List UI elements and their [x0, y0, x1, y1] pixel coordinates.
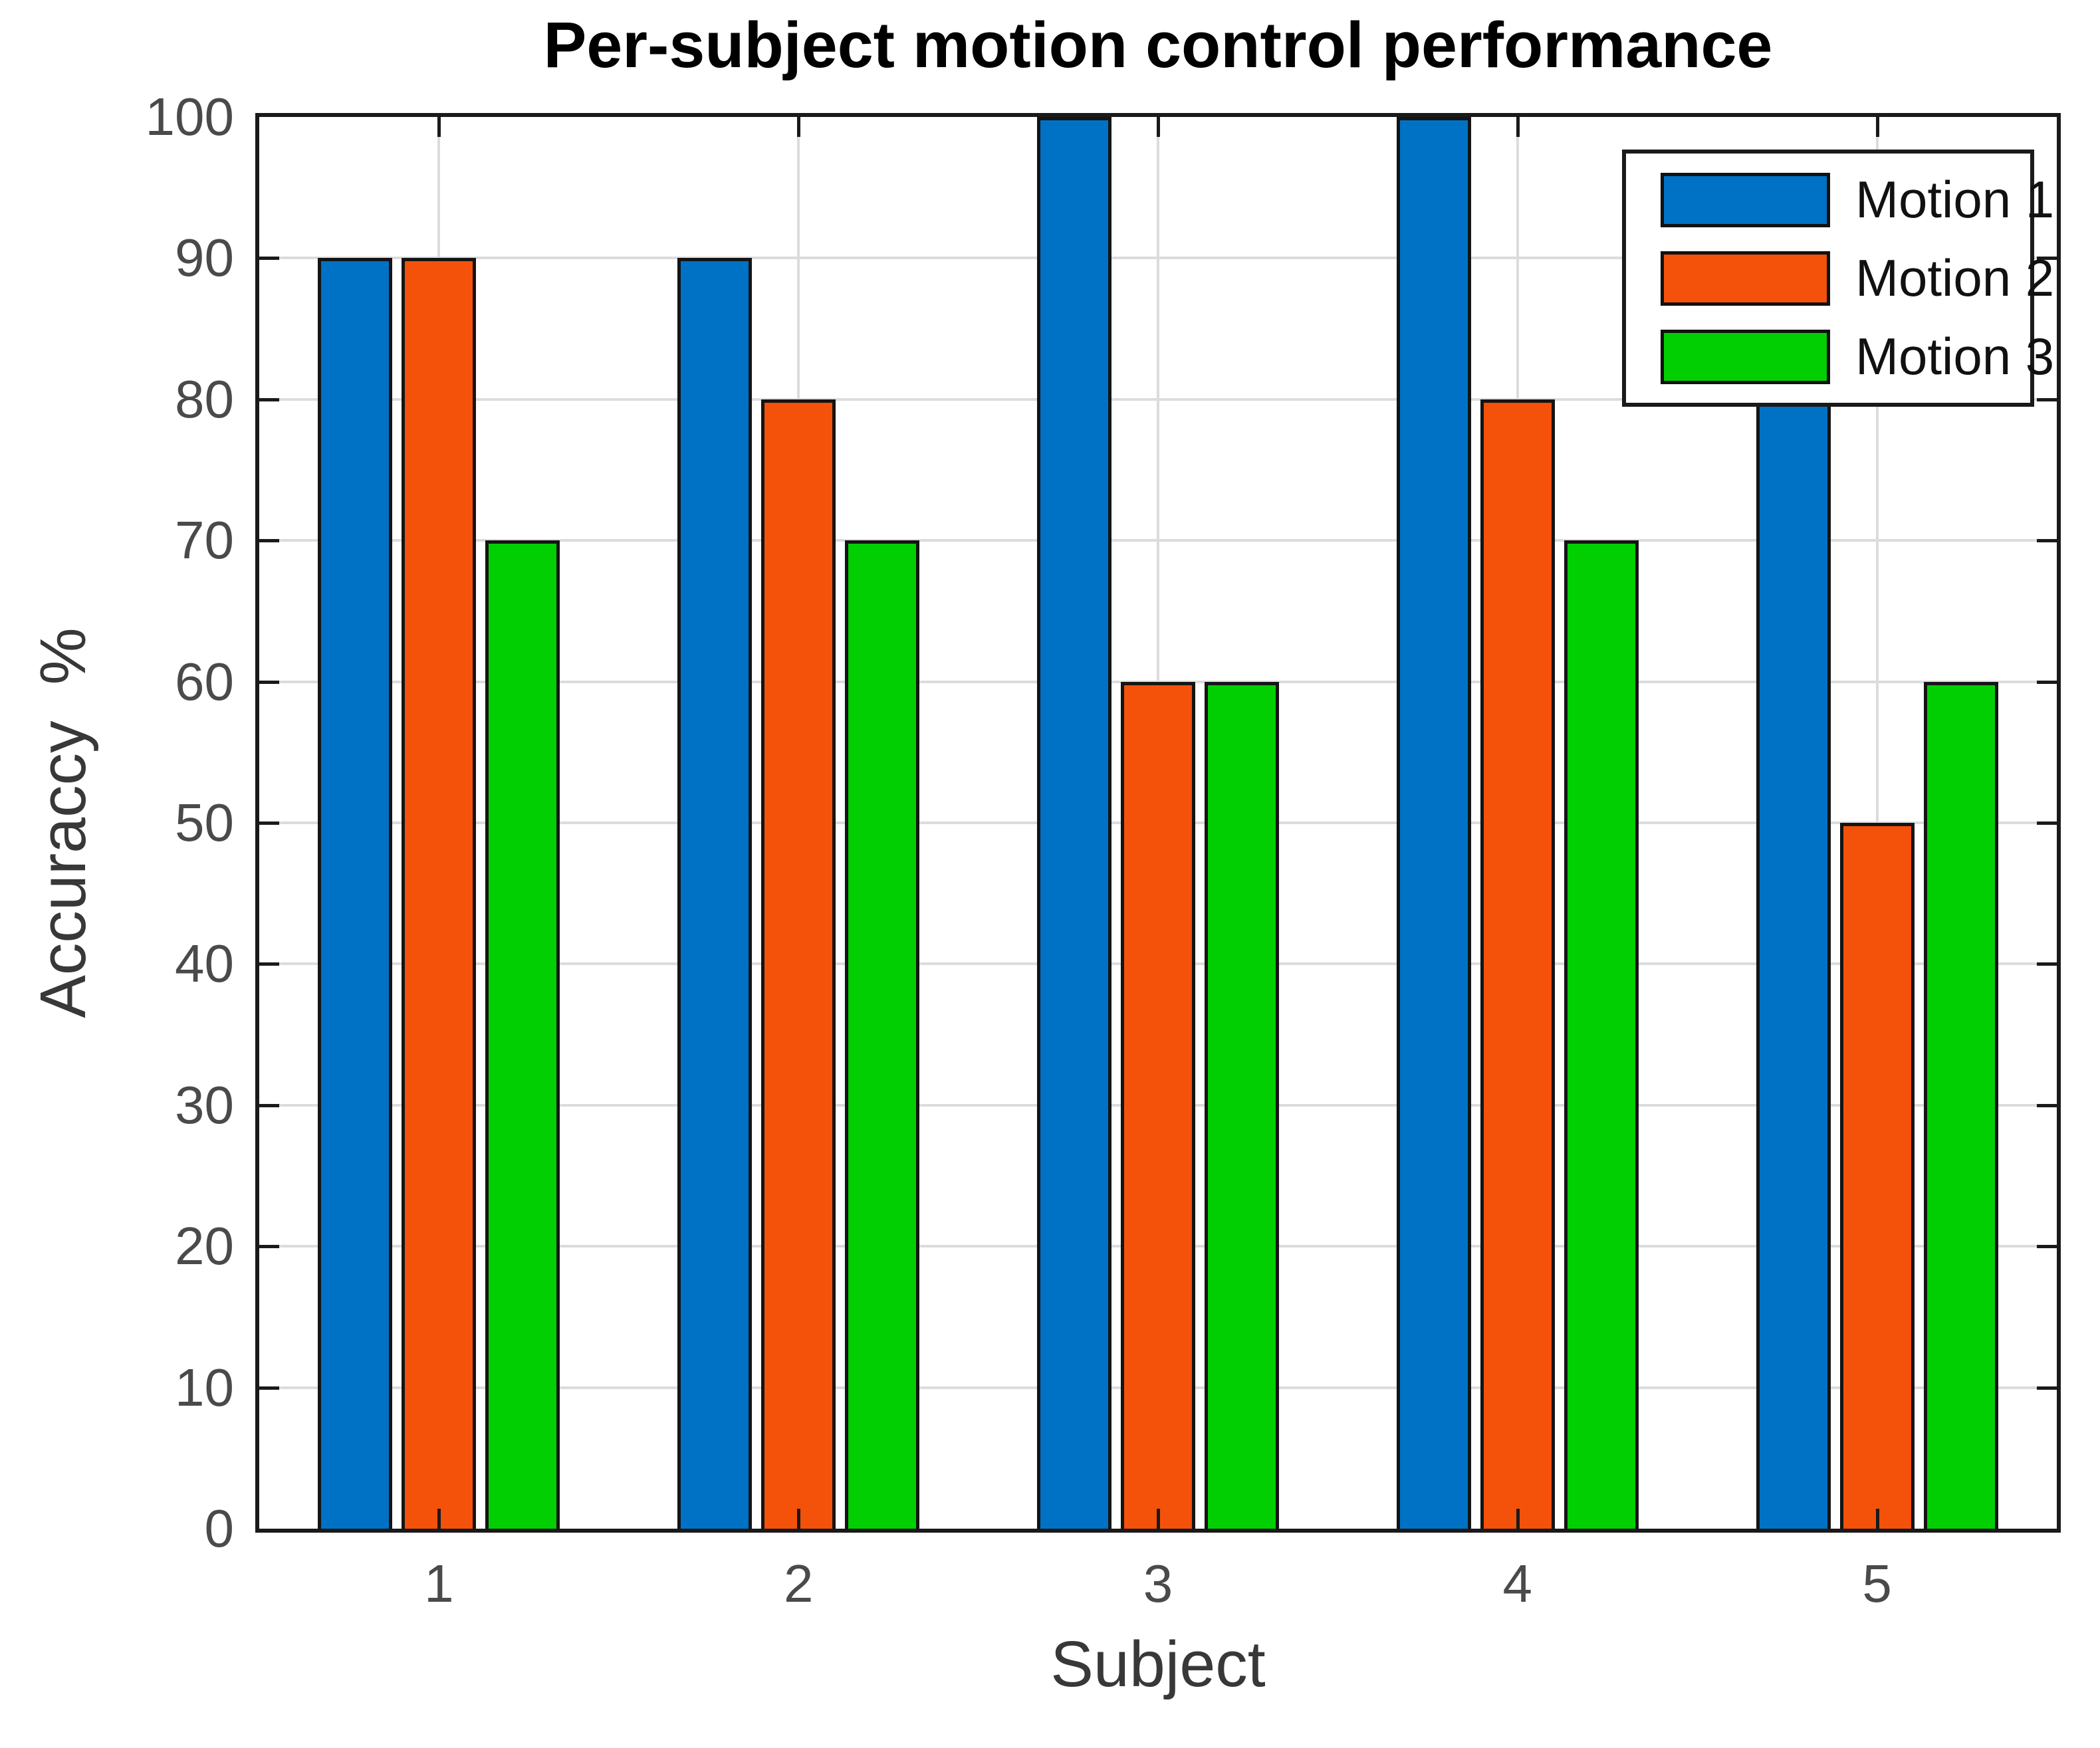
y-tick-label: 10	[175, 1357, 234, 1417]
x-tick-label: 2	[783, 1554, 814, 1613]
y-tick-label: 60	[175, 651, 234, 711]
tick-mark	[259, 397, 279, 401]
bar-motion-1-subject-1	[318, 258, 393, 1529]
bar-motion-1-subject-4	[1396, 117, 1471, 1529]
legend-item-motion-3: Motion 3	[1661, 326, 2054, 387]
tick-mark	[1157, 117, 1160, 137]
bar-motion-1-subject-5	[1756, 399, 1831, 1529]
y-tick-label: 80	[175, 369, 234, 429]
legend: Motion 1 Motion 2 Motion 3	[1622, 150, 2054, 407]
tick-mark	[1875, 117, 1879, 137]
legend-swatch	[1661, 329, 1830, 384]
y-tick-label: 90	[175, 228, 234, 288]
tick-mark	[2037, 1386, 2057, 1390]
tick-mark	[1516, 1509, 1520, 1529]
y-tick-label: 0	[204, 1499, 235, 1558]
tick-mark	[259, 821, 279, 825]
bar-motion-3-subject-3	[1205, 681, 1279, 1529]
bar-motion-3-subject-2	[845, 540, 920, 1529]
tick-mark	[2037, 397, 2057, 401]
bar-motion-2-subject-1	[402, 258, 477, 1529]
y-tick-label: 40	[175, 934, 234, 994]
tick-mark	[437, 117, 441, 137]
bar-motion-2-subject-4	[1480, 399, 1555, 1529]
bar-motion-3-subject-4	[1564, 540, 1639, 1529]
tick-mark	[797, 117, 801, 137]
legend-item-motion-1: Motion 1	[1661, 169, 2054, 230]
bar-motion-2-subject-5	[1839, 823, 1915, 1529]
tick-mark	[2037, 962, 2057, 966]
tick-mark	[259, 1245, 279, 1249]
tick-mark	[259, 1103, 279, 1107]
tick-mark	[259, 962, 279, 966]
y-tick-label: 30	[175, 1075, 234, 1135]
legend-label: Motion 3	[1855, 327, 2055, 385]
x-tick-label: 1	[424, 1554, 454, 1613]
tick-mark	[2037, 1245, 2057, 1249]
chart-title: Per-subject motion control performance	[543, 9, 1773, 81]
tick-mark	[2037, 539, 2057, 543]
tick-mark	[2037, 1103, 2057, 1107]
x-tick-label: 5	[1862, 1554, 1892, 1613]
tick-mark	[2037, 680, 2057, 684]
x-tick-label: 4	[1502, 1554, 1533, 1613]
y-tick-label: 50	[175, 793, 234, 852]
tick-mark	[437, 1509, 441, 1529]
y-tick-label: 70	[175, 510, 234, 570]
tick-mark	[259, 1386, 279, 1390]
legend-label: Motion 1	[1855, 170, 2055, 229]
tick-mark	[797, 1509, 801, 1529]
legend-swatch	[1661, 251, 1830, 306]
y-tick-label: 20	[175, 1216, 234, 1276]
tick-mark	[1875, 1509, 1879, 1529]
tick-mark	[259, 680, 279, 684]
bar-motion-2-subject-2	[761, 399, 836, 1529]
legend-swatch	[1661, 172, 1830, 227]
y-tick-label: 100	[145, 87, 234, 146]
bar-motion-1-subject-2	[677, 258, 753, 1529]
x-axis-label: Subject	[1050, 1628, 1266, 1700]
bar-motion-2-subject-3	[1121, 681, 1195, 1529]
bar-motion-3-subject-1	[485, 540, 560, 1529]
bar-motion-3-subject-5	[1923, 681, 1998, 1529]
tick-mark	[2037, 821, 2057, 825]
x-tick-label: 3	[1143, 1554, 1173, 1613]
tick-mark	[259, 257, 279, 261]
legend-item-motion-2: Motion 2	[1661, 248, 2054, 308]
tick-mark	[2037, 257, 2057, 261]
tick-mark	[1516, 117, 1520, 137]
tick-mark	[1157, 1509, 1160, 1529]
tick-mark	[259, 539, 279, 543]
bar-motion-1-subject-3	[1037, 117, 1111, 1529]
legend-label: Motion 2	[1855, 249, 2055, 307]
